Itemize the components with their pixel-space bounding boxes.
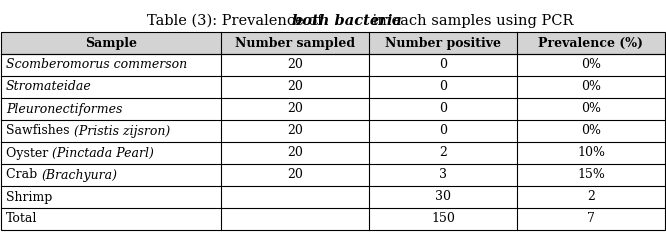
- Bar: [1, 164, 665, 186]
- Text: 20: 20: [287, 168, 303, 181]
- Text: Stromateidae: Stromateidae: [6, 81, 92, 93]
- Text: 30: 30: [435, 190, 451, 203]
- Text: 20: 20: [287, 147, 303, 159]
- Text: Number positive: Number positive: [385, 37, 501, 49]
- Text: both bacteria: both bacteria: [292, 14, 402, 28]
- Bar: [1, 54, 665, 76]
- Text: 0: 0: [439, 125, 447, 137]
- Text: 20: 20: [287, 125, 303, 137]
- Text: 150: 150: [431, 212, 455, 226]
- Bar: [1, 208, 665, 230]
- Bar: [1, 32, 665, 230]
- Bar: [1, 32, 665, 54]
- Bar: [1, 98, 665, 120]
- Text: 3: 3: [439, 168, 447, 181]
- Text: 0: 0: [439, 103, 447, 115]
- Text: Sample: Sample: [85, 37, 137, 49]
- Text: (Pristis zijsron): (Pristis zijsron): [73, 125, 170, 137]
- Text: Number sampled: Number sampled: [235, 37, 355, 49]
- Text: 0%: 0%: [581, 125, 601, 137]
- Text: 0%: 0%: [581, 81, 601, 93]
- Bar: [1, 142, 665, 164]
- Text: Shrimp: Shrimp: [6, 190, 53, 203]
- Text: 0: 0: [439, 81, 447, 93]
- Text: 15%: 15%: [577, 168, 605, 181]
- Text: Crab: Crab: [6, 168, 41, 181]
- Text: (Pinctada Pearl): (Pinctada Pearl): [52, 147, 154, 159]
- Text: 20: 20: [287, 81, 303, 93]
- Text: Pleuronectiformes: Pleuronectiformes: [6, 103, 123, 115]
- Text: 20: 20: [287, 103, 303, 115]
- Text: 2: 2: [587, 190, 595, 203]
- Text: 10%: 10%: [577, 147, 605, 159]
- Text: in each samples using PCR: in each samples using PCR: [368, 14, 573, 28]
- Text: Scomberomorus commerson: Scomberomorus commerson: [6, 59, 187, 71]
- Text: 0: 0: [439, 59, 447, 71]
- Text: 2: 2: [439, 147, 447, 159]
- Bar: [1, 76, 665, 98]
- Text: 20: 20: [287, 59, 303, 71]
- Text: Table (3): Prevalence of: Table (3): Prevalence of: [147, 14, 328, 28]
- Text: 7: 7: [587, 212, 595, 226]
- Text: 0%: 0%: [581, 103, 601, 115]
- Text: Total: Total: [6, 212, 37, 226]
- Text: Oyster: Oyster: [6, 147, 52, 159]
- Text: 0%: 0%: [581, 59, 601, 71]
- Text: Sawfishes: Sawfishes: [6, 125, 73, 137]
- Bar: [1, 120, 665, 142]
- Text: (Brachyura): (Brachyura): [41, 168, 117, 181]
- Text: Prevalence (%): Prevalence (%): [539, 37, 643, 49]
- Bar: [1, 186, 665, 208]
